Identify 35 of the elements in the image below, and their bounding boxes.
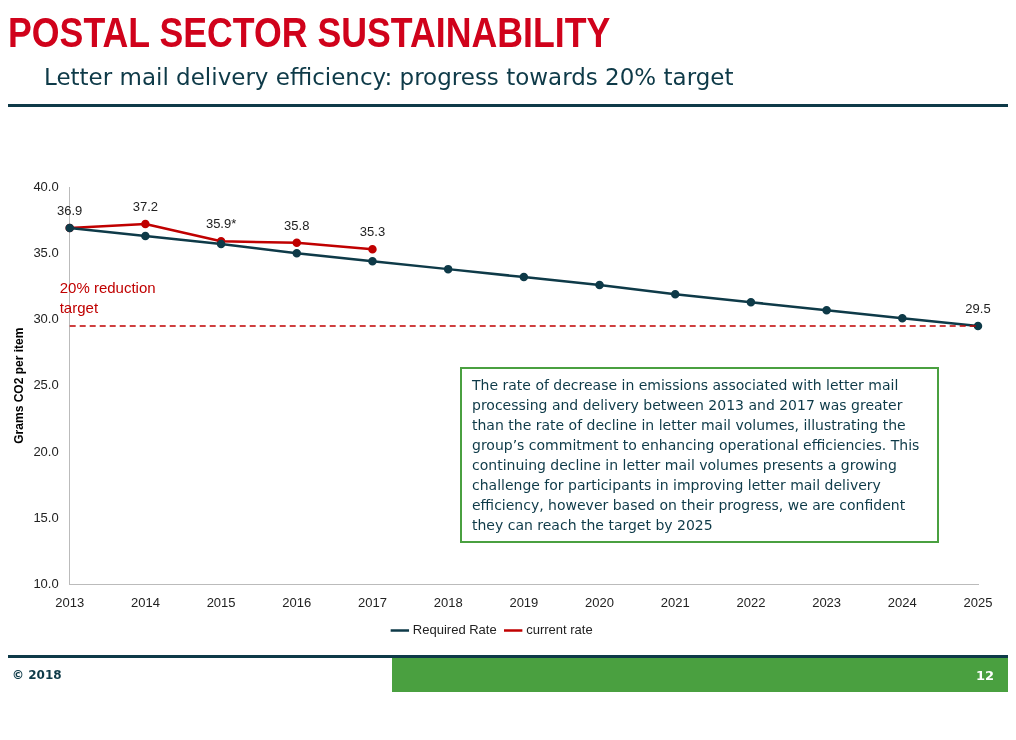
y-tick-label: 35.0 — [33, 244, 59, 260]
text: © 2018 — [11, 668, 63, 682]
y-tick-label: 40.0 — [33, 178, 59, 194]
x-tick-label: 2024 — [887, 594, 917, 610]
legend-label: current rate — [526, 622, 593, 638]
data-label: 37.2 — [132, 199, 159, 215]
x-tick-label: 2022 — [736, 594, 766, 610]
legend-label: Required Rate — [412, 622, 497, 638]
x-tick-label: 2020 — [585, 594, 614, 610]
x-tick-label: 2015 — [206, 594, 236, 610]
y-axis-title: Grams CO2 per item — [11, 327, 26, 444]
y-tick-label: 20.0 — [33, 443, 59, 459]
y-tick-label: 10.0 — [33, 575, 59, 591]
data-label: 35.3 — [359, 224, 386, 240]
y-tick-label: 15.0 — [33, 509, 59, 525]
data-label: 35.9* — [205, 216, 237, 232]
x-tick-label: 2023 — [812, 594, 842, 610]
data-label: 29.5 — [965, 301, 991, 317]
x-tick-label: 2016 — [282, 594, 312, 610]
data-label: 35.8 — [284, 217, 310, 233]
x-tick-label: 2014 — [130, 594, 160, 610]
x-tick-label: 2021 — [660, 594, 690, 610]
y-tick-label: 30.0 — [33, 311, 59, 327]
x-tick-label: 2019 — [509, 594, 539, 610]
chart-title: POSTAL SECTOR SUSTAINABILITY — [8, 8, 612, 58]
x-tick-label: 2025 — [963, 594, 993, 610]
text: 12 — [392, 658, 1008, 692]
chart-subtitle: Letter mail delivery efficiency: progress towards 20% target — [44, 64, 735, 90]
x-tick-label: 2018 — [433, 594, 463, 610]
x-tick-label: 2013 — [55, 594, 85, 610]
data-label: 36.9 — [57, 203, 83, 219]
y-tick-label: 25.0 — [33, 377, 59, 393]
ref-line-label: 20% reduction target — [59, 278, 156, 316]
annotation: The rate of decrease in emissions associated with letter mail processing and delivery between 2013 and 2017 was greater than the rate of decline in letter mail volumes, illustrating the group’s commitment to enhancing operational efficiencies. This continuing decline in letter mail volumes presents a growing challenge for participants in improving letter mail delivery efficiency, however based on their progress, we are confident they can reach the target by 2025 — [460, 367, 939, 543]
x-tick-label: 2017 — [358, 594, 387, 610]
